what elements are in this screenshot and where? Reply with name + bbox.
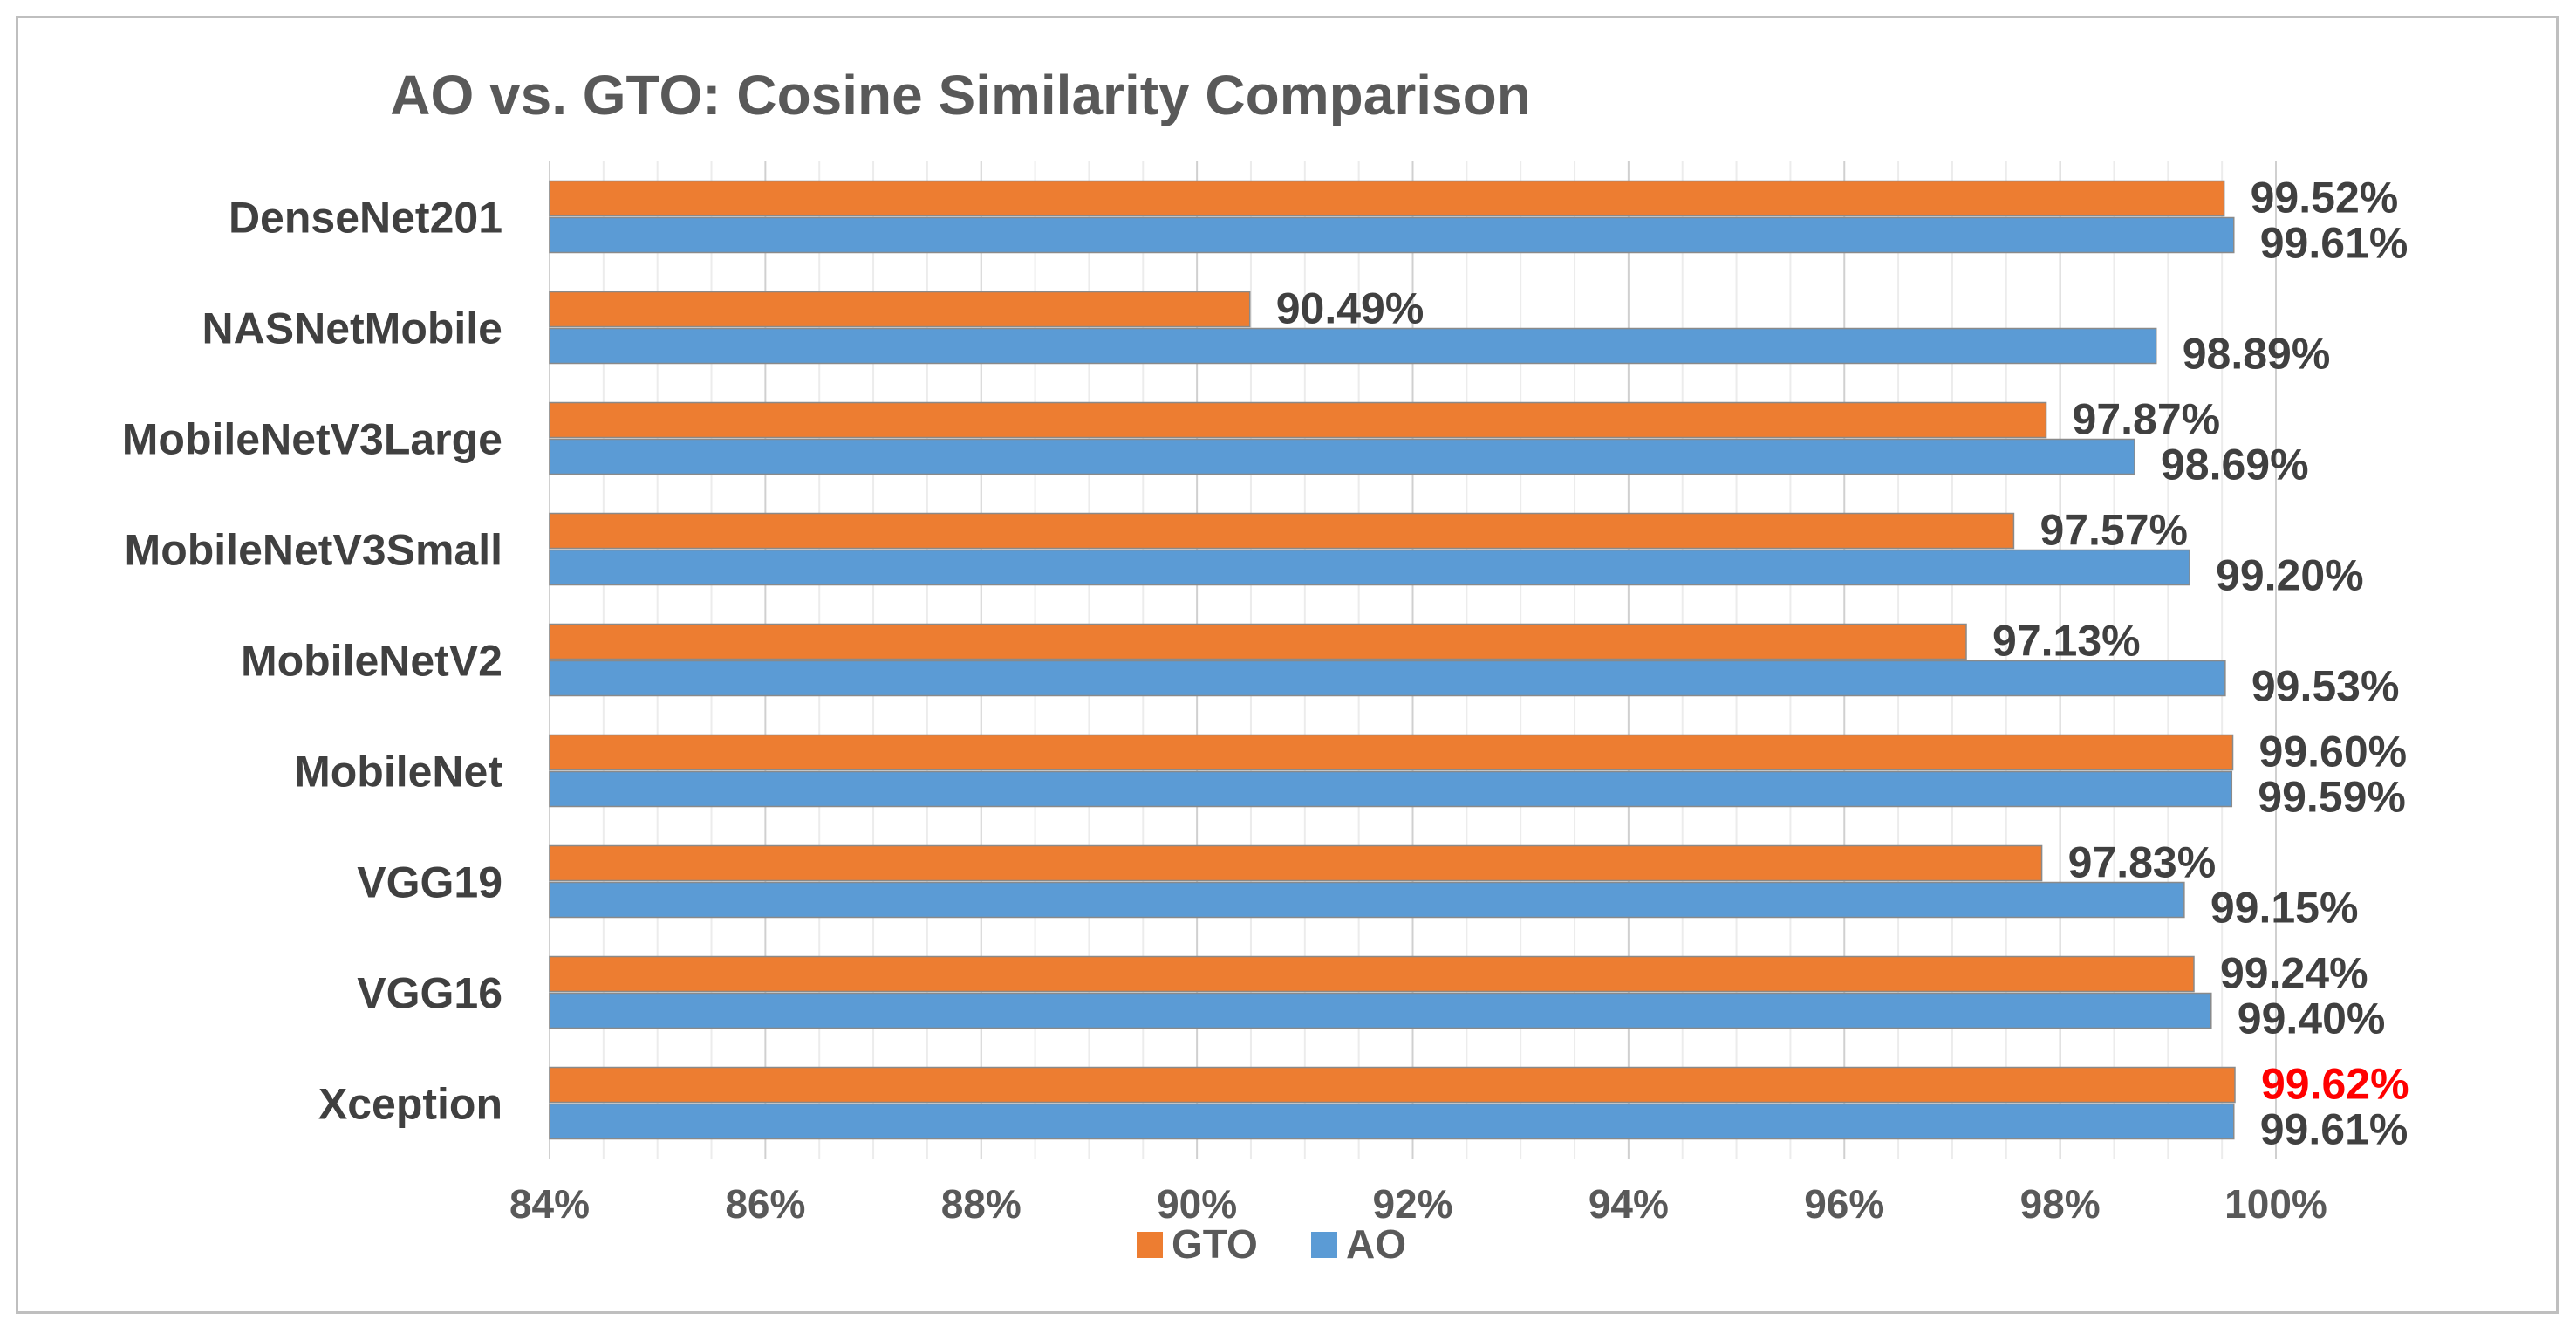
gto-value-label-nasnetmobile: 90.49%	[1276, 284, 1425, 333]
ao-bar-vgg16	[549, 992, 2212, 1029]
labels: 84% 86% 88% 90% 92% 94% 96% 98% 100% DenseNet201 9…	[122, 174, 2409, 1227]
ao-value-label-vgg19: 99.15%	[2210, 884, 2359, 933]
gto-bar-mobilenetv3large	[549, 401, 2047, 439]
ao-value-label-mobilenetv3small: 99.20%	[2216, 551, 2364, 600]
gto-legend-label: GTO	[1172, 1221, 1258, 1267]
ao-value-label-densenet201: 99.61%	[2260, 219, 2409, 268]
ao-value-label-nasnetmobile: 98.89%	[2183, 330, 2331, 379]
category-label-mobilenetv3large: MobileNetV3Large	[122, 415, 502, 464]
x-tick-label: 100%	[2224, 1181, 2327, 1227]
ao-value-label-vgg16: 99.40%	[2238, 995, 2386, 1043]
category-label-vgg19: VGG19	[357, 858, 502, 907]
x-tick-label: 98%	[2020, 1181, 2101, 1227]
x-tick-label: 84%	[509, 1181, 590, 1227]
gto-bar-vgg16	[549, 955, 2195, 993]
category-label-vgg16: VGG16	[357, 969, 502, 1018]
gto-value-label-densenet201: 99.52%	[2251, 174, 2399, 222]
bars	[549, 180, 2236, 1140]
ao-bar-densenet201	[549, 216, 2235, 254]
gto-bar-vgg19	[549, 844, 2043, 882]
category-label-mobilenetv3small: MobileNetV3Small	[125, 526, 502, 575]
gto-value-label-vgg16: 99.24%	[2220, 949, 2368, 998]
ao-bar-mobilenet	[549, 770, 2233, 808]
ao-bar-nasnetmobile	[549, 327, 2157, 365]
gto-value-label-mobilenet: 99.60%	[2259, 728, 2408, 776]
grid-lines	[549, 161, 2277, 1159]
gto-legend-swatch	[1137, 1232, 1163, 1258]
category-label-mobilenet: MobileNet	[294, 748, 502, 796]
gto-bar-mobilenetv3small	[549, 512, 2015, 550]
ao-bar-vgg19	[549, 881, 2185, 919]
gto-bar-mobilenet	[549, 734, 2234, 771]
ao-value-label-mobilenetv2: 99.53%	[2251, 662, 2400, 711]
category-label-xception: Xception	[318, 1080, 502, 1129]
ao-value-label-xception: 99.61%	[2260, 1105, 2409, 1154]
gto-bar-xception	[549, 1066, 2236, 1104]
category-label-mobilenetv2: MobileNetV2	[241, 637, 502, 686]
gto-bar-densenet201	[549, 180, 2225, 217]
ao-bar-xception	[549, 1103, 2235, 1140]
ao-bar-mobilenetv3small	[549, 549, 2190, 586]
legend: GTO AO	[1137, 1221, 1406, 1267]
ao-value-label-mobilenet: 99.59%	[2258, 773, 2406, 822]
gto-bar-nasnetmobile	[549, 291, 1251, 328]
x-tick-label: 90%	[1157, 1181, 1237, 1227]
chart-frame: AO vs. GTO: Cosine Similarity Comparison…	[16, 16, 2559, 1314]
ao-bar-mobilenetv3large	[549, 438, 2135, 475]
ao-legend-swatch	[1311, 1232, 1337, 1258]
chart: AO vs. GTO: Cosine Similarity Comparison…	[122, 64, 2409, 1267]
ao-legend-label: AO	[1346, 1221, 1406, 1267]
gto-value-label-mobilenetv3large: 97.87%	[2073, 395, 2221, 444]
gto-bar-mobilenetv2	[549, 623, 1967, 660]
x-tick-label: 96%	[1804, 1181, 1884, 1227]
x-tick-label: 88%	[941, 1181, 1022, 1227]
gto-value-label-xception: 99.62%	[2261, 1060, 2409, 1109]
x-tick-label: 94%	[1589, 1181, 1669, 1227]
gto-value-label-mobilenetv2: 97.13%	[1992, 617, 2141, 666]
gto-value-label-vgg19: 97.83%	[2068, 838, 2217, 887]
x-tick-label: 86%	[725, 1181, 805, 1227]
ao-value-label-mobilenetv3large: 98.69%	[2161, 441, 2309, 489]
category-label-densenet201: DenseNet201	[229, 194, 502, 243]
chart-title: AO vs. GTO: Cosine Similarity Comparison	[390, 64, 1531, 126]
gto-value-label-mobilenetv3small: 97.57%	[2040, 506, 2188, 555]
x-tick-label: 92%	[1372, 1181, 1452, 1227]
ao-bar-mobilenetv2	[549, 660, 2226, 697]
category-label-nasnetmobile: NASNetMobile	[202, 304, 502, 353]
